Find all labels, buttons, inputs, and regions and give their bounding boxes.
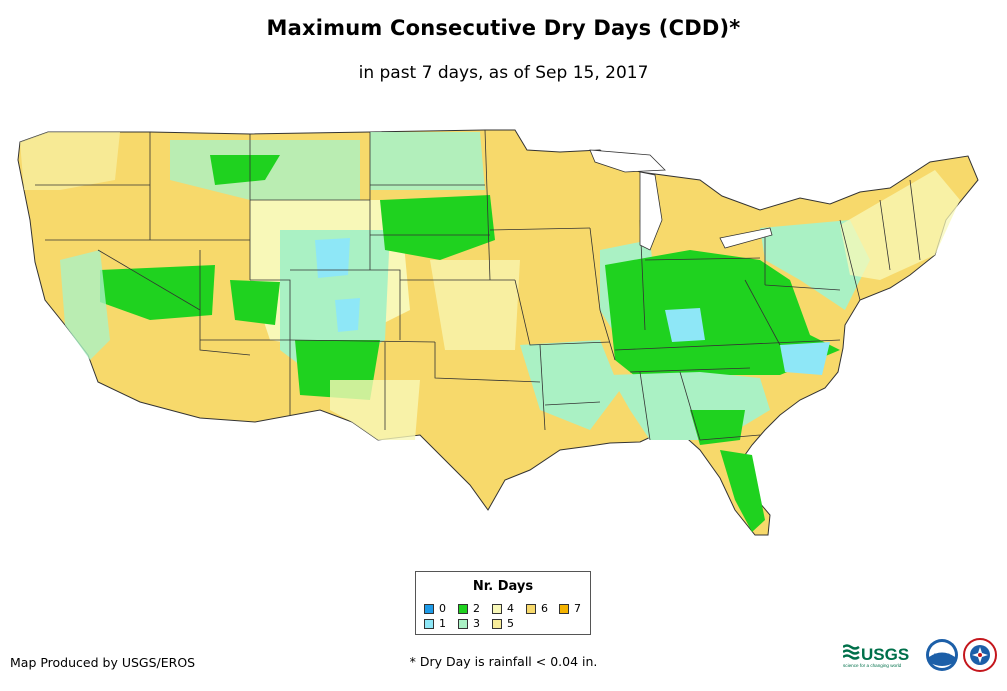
state-border	[679, 371, 701, 441]
legend-item-0: 0	[424, 603, 446, 615]
map-subtitle: in past 7 days, as of Sep 15, 2017	[358, 63, 649, 83]
lake-michigan	[639, 171, 663, 251]
legend-item-1: 1	[424, 618, 446, 630]
legend-item-6: 6	[526, 603, 548, 615]
state-border	[250, 279, 291, 340]
legend-swatch	[424, 619, 434, 629]
map-credit: Map Produced by USGS/EROS	[10, 655, 196, 670]
state-border	[544, 401, 601, 406]
state-border	[289, 339, 436, 343]
state-border	[699, 434, 761, 441]
zone-3-days	[520, 340, 620, 430]
dry-day-footnote: * Dry Day is rainfall < 0.04 in.	[409, 654, 598, 669]
zone-4-days	[20, 132, 120, 190]
legend-swatch	[526, 604, 536, 614]
state-border	[589, 227, 616, 361]
nws-logo	[963, 638, 997, 672]
state-border	[639, 371, 651, 441]
zone-1-days	[335, 298, 360, 332]
zone-1-days	[780, 342, 830, 375]
state-border	[434, 342, 541, 383]
zone-3-days	[60, 250, 110, 360]
legend-label: 1	[439, 617, 446, 630]
legend-item-3: 3	[458, 618, 480, 630]
usgs-wordmark: USGS	[861, 645, 909, 664]
zone-4-days	[840, 170, 960, 280]
legend-swatch	[424, 604, 434, 614]
state-borders	[35, 129, 921, 441]
state-border	[290, 269, 401, 340]
state-border	[514, 279, 611, 346]
zone-2-days	[210, 155, 280, 185]
map-title: Maximum Consecutive Dry Days (CDD)*	[266, 16, 741, 40]
zone-4-days	[330, 380, 420, 440]
zone-2-days	[380, 195, 495, 260]
legend-item-4: 4	[492, 603, 514, 615]
legend-swatch	[458, 604, 468, 614]
state-border	[644, 257, 761, 261]
legend-label: 0	[439, 602, 446, 615]
zone-2-days	[690, 410, 745, 445]
legend-swatch	[492, 619, 502, 629]
state-border	[744, 279, 781, 346]
state-border	[97, 249, 201, 311]
noaa-wordmark: noaa	[934, 652, 951, 659]
state-border	[484, 129, 491, 281]
zone-2-days	[100, 265, 215, 320]
state-border	[539, 344, 546, 431]
state-border	[879, 199, 891, 271]
legend-label: 6	[541, 602, 548, 615]
usgs-logo: USGS science for a changing world	[843, 644, 909, 668]
state-border	[764, 284, 841, 291]
legend-title: Nr. Days	[472, 579, 534, 594]
legend-swatch	[458, 619, 468, 629]
legend-label: 7	[574, 602, 581, 615]
legend-item-7: 7	[559, 603, 581, 615]
legend-label: 2	[473, 602, 480, 615]
state-border	[909, 179, 921, 261]
zone-3-days	[370, 132, 485, 190]
legend-label: 3	[473, 617, 480, 630]
legend-item-5: 5	[492, 618, 514, 630]
usgs-tagline: science for a changing world	[843, 663, 902, 668]
zone-4-days	[430, 260, 520, 350]
zone-3-days	[760, 220, 870, 310]
state-border	[614, 339, 841, 351]
state-border	[199, 250, 251, 356]
state-border	[629, 367, 751, 373]
legend-label: 5	[507, 617, 514, 630]
zone-2-days	[720, 450, 765, 532]
water-bodies	[589, 149, 773, 251]
legend-label: 4	[507, 602, 514, 615]
zone-1-days	[315, 238, 350, 278]
zone-2-days	[230, 280, 280, 325]
us-dry-days-map	[17, 129, 979, 536]
legend-swatch	[492, 604, 502, 614]
usgs-wave-mark	[843, 644, 860, 660]
state-border	[489, 227, 591, 231]
legend-item-2: 2	[458, 603, 480, 615]
lake-superior	[589, 149, 666, 173]
zone-1-days	[665, 308, 705, 342]
lake-erie	[719, 227, 773, 249]
legend-swatch	[559, 604, 569, 614]
noaa-logo: noaa	[926, 639, 958, 671]
state-border	[839, 219, 861, 301]
legend: Nr. Days 0 1 2 3 4 5 6 7	[415, 571, 591, 635]
